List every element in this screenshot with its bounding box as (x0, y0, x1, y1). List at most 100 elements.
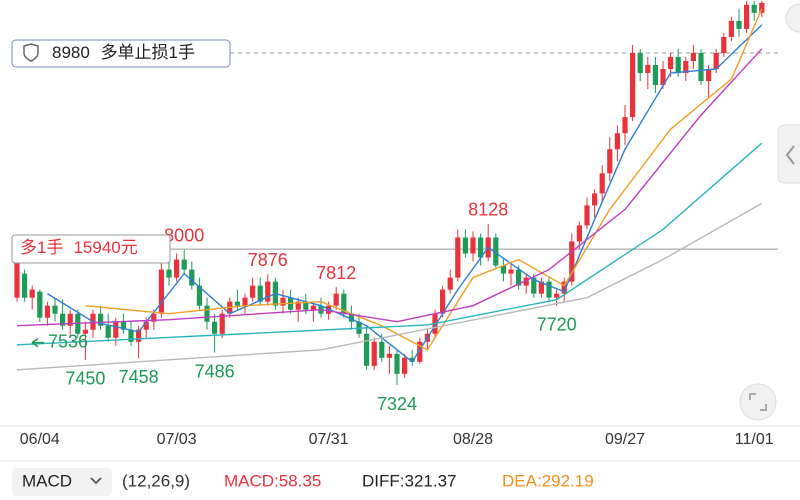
candle-body (660, 68, 666, 86)
candle-body (675, 56, 681, 74)
stop-value: 8980 (52, 43, 90, 62)
candle-body (310, 305, 316, 310)
candle-body (531, 277, 537, 294)
position-amount: 15940元 (73, 238, 137, 257)
candle-body (348, 313, 354, 322)
price-annotation: 7486 (195, 361, 235, 381)
candle-body (440, 289, 446, 314)
candle-body (341, 293, 347, 314)
candle-body (455, 237, 461, 278)
candle-body (143, 321, 149, 330)
candle-body (683, 60, 689, 74)
candle-body (478, 237, 484, 258)
price-annotation: 7812 (316, 263, 356, 283)
position-label: 多1手 15940元 (20, 238, 138, 257)
x-tick-label: 08/28 (453, 431, 493, 448)
candle-body (470, 237, 476, 254)
dea-value: DEA:292.19 (502, 471, 594, 490)
candle-body (128, 329, 134, 342)
candle-body (630, 52, 636, 118)
indicator-params: (12,26,9) (122, 471, 190, 490)
candle-body (554, 293, 560, 298)
candle-body (462, 237, 468, 254)
x-tick-label: 07/31 (309, 431, 349, 448)
expand-icon (749, 393, 767, 411)
chevron-icon (785, 145, 795, 165)
ma-line (47, 24, 763, 363)
corner-button[interactable] (785, 3, 800, 33)
macd-value: MACD:58.35 (224, 471, 321, 490)
price-annotation: 8000 (164, 225, 204, 245)
candle-body (52, 305, 58, 314)
candle-body (379, 341, 385, 358)
candle-body (303, 301, 309, 310)
candle-body (516, 269, 522, 286)
candle-body (151, 313, 157, 322)
candle-body (592, 193, 598, 206)
candle-body (614, 133, 620, 150)
candle-body (29, 289, 35, 298)
candle-body (652, 64, 658, 86)
position-size: 多1手 (20, 238, 63, 257)
price-annotation: 7450 (65, 369, 105, 389)
candle-body (409, 357, 415, 362)
candle-body (538, 281, 544, 294)
ma-line (85, 8, 763, 351)
candle-body (584, 205, 590, 226)
shield-icon (23, 43, 39, 62)
expand-button[interactable] (739, 383, 777, 421)
candle-body (713, 52, 719, 69)
indicator-select-label: MACD (22, 471, 72, 490)
candle-body (447, 277, 453, 290)
price-annotation: 7324 (377, 394, 417, 414)
candle-body (82, 329, 88, 334)
price-annotation: 8128 (468, 200, 508, 220)
candle-body (280, 297, 286, 306)
candle-body (417, 341, 423, 362)
dropdown-icon (90, 477, 102, 485)
x-tick-label: 06/04 (20, 431, 60, 448)
price-annotation: 7876 (248, 250, 288, 270)
candle-body (250, 285, 256, 298)
candle-body (113, 321, 119, 338)
candle-body (295, 301, 301, 310)
x-tick-label: 09/27 (605, 431, 645, 448)
stop-label: 8980 多单止损1手 (52, 43, 195, 62)
candle-body (386, 353, 392, 358)
candle-body (212, 321, 218, 334)
candle-body (120, 321, 126, 330)
candle-body (500, 265, 506, 274)
ma-line (16, 202, 763, 371)
price-annotation: 7536 (48, 331, 88, 351)
plot: 8000 7876 7812 8128 7450 7458 7486 7324 7720 7536… (14, 0, 778, 448)
stop-label-box[interactable] (11, 39, 231, 68)
candle-body (44, 305, 50, 318)
candle-body (181, 259, 187, 270)
candle-body (22, 273, 28, 298)
arrow (31, 337, 44, 348)
candle-body (204, 305, 210, 322)
candle-body (14, 251, 20, 298)
candle-body (333, 293, 339, 306)
ma-line (16, 142, 763, 346)
position-label-box[interactable] (11, 234, 171, 264)
ma-line (16, 48, 763, 327)
candle-body (706, 68, 712, 82)
candle-body (744, 4, 750, 29)
candle-body (166, 269, 172, 278)
candle-body (622, 117, 628, 134)
candle-body (234, 301, 240, 306)
candle-body (569, 241, 575, 282)
candle-body (576, 225, 582, 242)
candle-body (645, 64, 651, 74)
candle-body (751, 4, 757, 13)
candle-body (607, 149, 613, 174)
candle-body (599, 173, 605, 194)
candle-body (371, 341, 377, 366)
indicator-select[interactable] (12, 468, 112, 496)
candle-body (690, 52, 696, 61)
candle-body (759, 2, 765, 13)
candle-body (546, 281, 552, 298)
candle-body (265, 281, 271, 302)
candle-body (394, 353, 400, 374)
